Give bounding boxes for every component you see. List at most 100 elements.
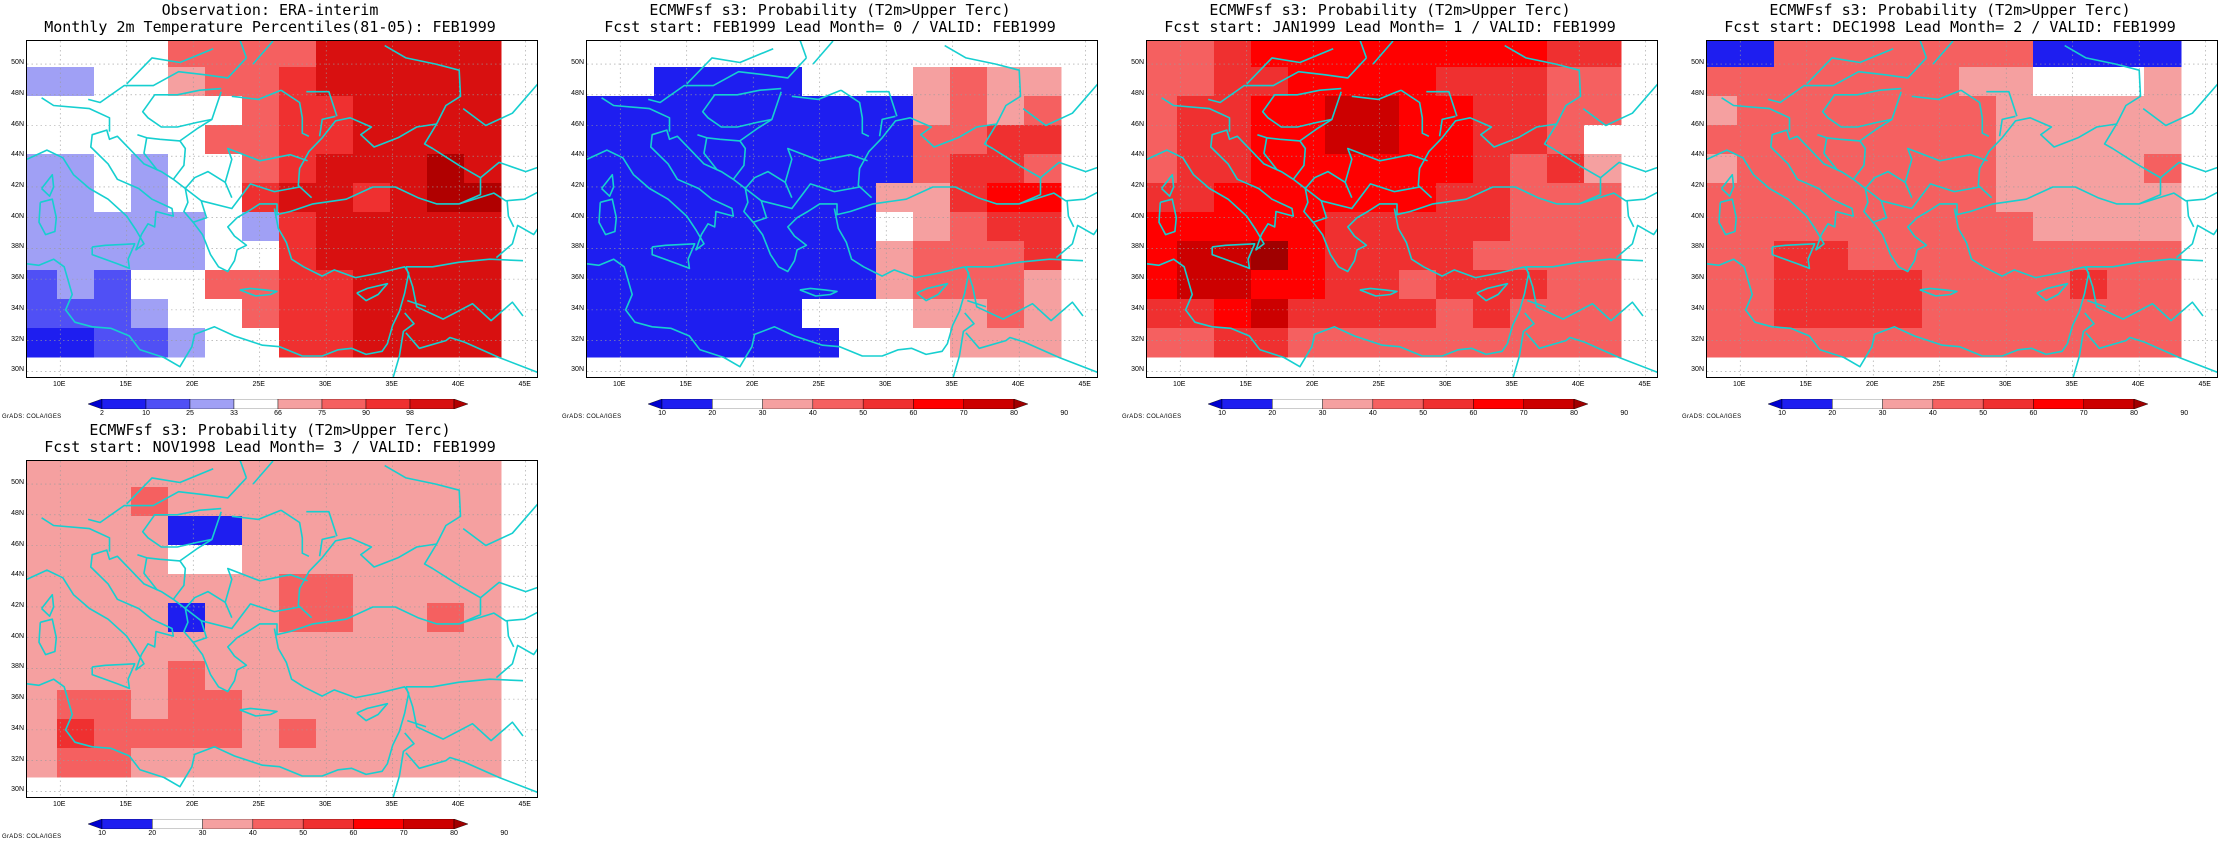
- grid-cell: [1399, 154, 1437, 184]
- grid-cell: [242, 661, 280, 691]
- grid-cell: [279, 574, 317, 604]
- colorbar-tick-label: 90: [362, 410, 370, 417]
- grid-cell: [691, 41, 729, 68]
- grid-cell: [242, 241, 280, 271]
- grid-cell: [2107, 96, 2145, 126]
- grid-cell: [1584, 241, 1622, 271]
- grid-cell: [1214, 328, 1252, 358]
- grid-cell: [1996, 241, 2034, 271]
- grid-cell: [765, 183, 803, 213]
- coastline: [791, 89, 842, 101]
- grid-cell: [1251, 270, 1289, 300]
- grid-cell: [427, 690, 465, 720]
- coastline: [840, 89, 870, 138]
- grid-cell: [654, 67, 692, 97]
- grid-cell: [1399, 41, 1437, 68]
- coastline: [179, 511, 222, 562]
- grid-cell: [1325, 183, 1363, 213]
- coastline: [2186, 200, 2195, 228]
- grid-cell: [1510, 96, 1548, 126]
- grid-cell: [1774, 125, 1812, 155]
- grid-cell: [94, 299, 132, 329]
- grid-cell: [131, 41, 169, 68]
- coastline: [965, 332, 1097, 373]
- coastline: [1821, 87, 1902, 128]
- coastline: [1400, 89, 1430, 138]
- grid-cell: [1214, 212, 1252, 242]
- coastline: [2086, 258, 2204, 268]
- colorbar-arrow-high: [453, 399, 468, 409]
- grid-cell: [1510, 67, 1548, 97]
- lat-tick-label: 32N: [1691, 335, 1704, 343]
- coastline: [1344, 147, 1428, 183]
- grid-cell: [1288, 212, 1326, 242]
- lon-tick-label: 35E: [385, 801, 398, 808]
- grid-cell: [765, 328, 803, 358]
- grid-cell: [427, 661, 465, 691]
- lat-tick-label: 46N: [1691, 120, 1704, 128]
- coastline: [1525, 332, 1657, 373]
- grid-cell: [242, 487, 280, 517]
- lon-tick-label: 40E: [451, 381, 465, 388]
- grid-cell: [2033, 212, 2071, 242]
- map-canvas: [1707, 41, 2217, 377]
- grid-cell: [390, 719, 428, 749]
- colorbar-tick-label: 60: [909, 410, 918, 417]
- grid-cell: [242, 690, 280, 720]
- coastline: [405, 332, 537, 373]
- colorbar-tick-label: 90: [500, 830, 509, 837]
- grid-cell: [1362, 299, 1400, 329]
- grid-cell: [27, 96, 58, 126]
- grid-cell: [1214, 41, 1252, 68]
- grid-cell: [1811, 241, 1849, 271]
- grid-cell: [2144, 241, 2182, 271]
- grid-cell: [464, 690, 502, 720]
- map-panel-lead-1: ECMWFsf s3: Probability (T2m>Upper Terc)…: [1120, 0, 1660, 420]
- coastline: [967, 299, 987, 308]
- grid-cell: [1177, 125, 1215, 155]
- grid-cell: [2144, 270, 2182, 300]
- grid-cell: [168, 212, 206, 242]
- coastline: [1721, 97, 1791, 132]
- lat-tick-label: 30N: [1131, 366, 1144, 374]
- lon-tick-label: 10E: [53, 381, 66, 388]
- grid-cell: [27, 41, 58, 68]
- panel-title: Observation: ERA-interim: [161, 1, 379, 19]
- grid-cell: [1774, 299, 1812, 329]
- grid-cell: [691, 212, 729, 242]
- grid-cell: [1737, 41, 1775, 68]
- grid-cell: [987, 183, 1025, 213]
- grid-cell: [57, 299, 95, 329]
- grid-cell: [691, 299, 729, 329]
- coastline: [1158, 198, 1178, 236]
- lat-tick-label: 48N: [571, 89, 584, 97]
- lon-tick-label: 15E: [1799, 381, 1812, 388]
- lon-tick-label: 20E: [185, 381, 199, 388]
- coastline: [224, 147, 308, 183]
- lon-tick-label: 30E: [318, 801, 332, 808]
- grid-cell: [839, 41, 877, 68]
- grid-cell: [1510, 41, 1548, 68]
- grid-cell: [427, 748, 465, 778]
- coastline: [1351, 183, 1420, 209]
- grid-cell: [1959, 328, 1997, 358]
- grid-cell: [950, 125, 988, 155]
- grid-cell: [427, 241, 465, 271]
- grid-cell: [587, 41, 618, 68]
- grid-cell: [839, 270, 877, 300]
- coastline: [40, 173, 55, 197]
- grid-cell: [839, 212, 877, 242]
- grid-cell: [205, 67, 243, 97]
- grid-cell: [1547, 270, 1585, 300]
- grid-cell: [839, 154, 877, 184]
- grid-cell: [1436, 183, 1474, 213]
- colorbar-arrow-low: [1208, 399, 1223, 409]
- grid-cell: [279, 690, 317, 720]
- grid-cell: [94, 574, 132, 604]
- colorbar-segment: [101, 819, 153, 829]
- grid-cell: [1774, 270, 1812, 300]
- map-panel-observation: Observation: ERA-interim Monthly 2m Temp…: [0, 0, 540, 420]
- grid-cell: [390, 661, 428, 691]
- grid-cell: [2070, 328, 2108, 358]
- coastline: [38, 198, 58, 236]
